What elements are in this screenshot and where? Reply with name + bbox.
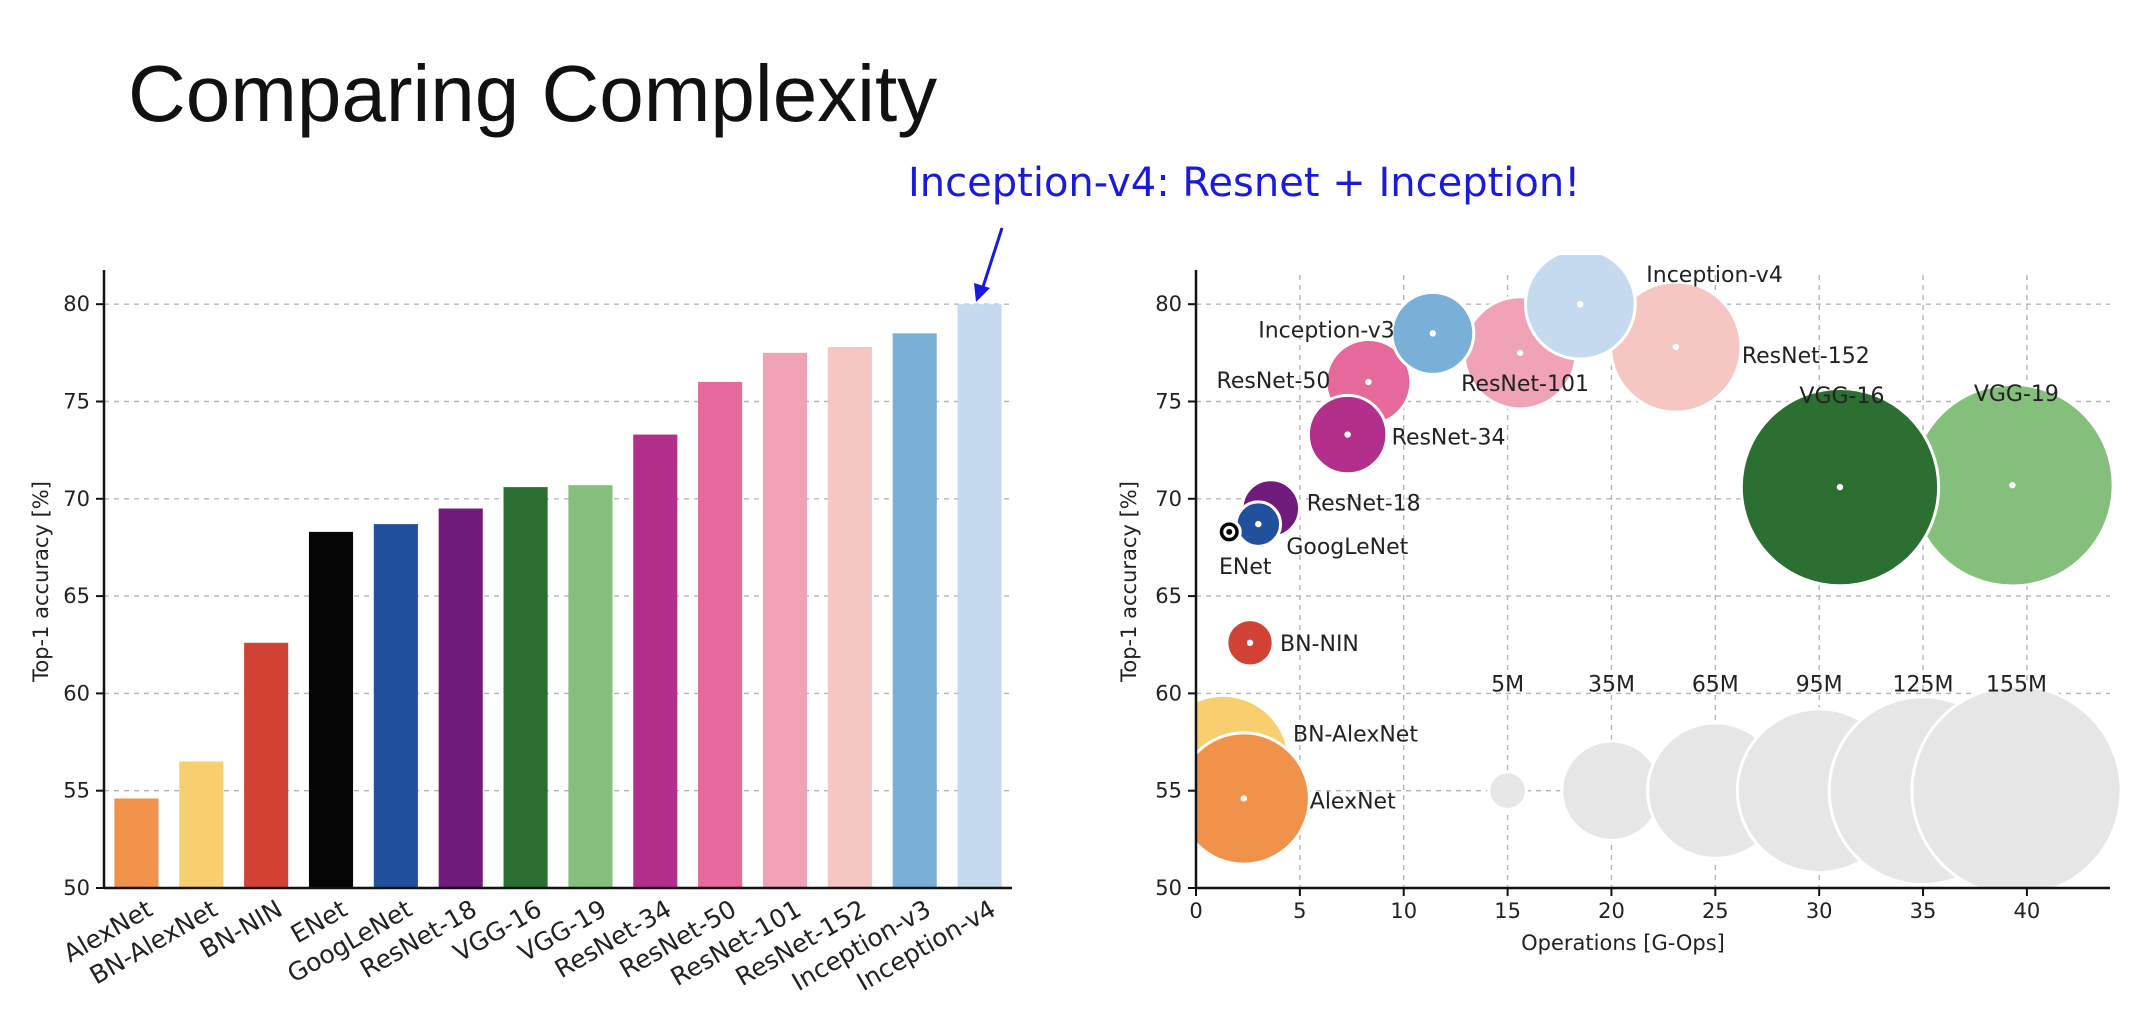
bar-vgg-19 (568, 485, 613, 888)
bubble-y-tick-label-80: 80 (1155, 292, 1182, 316)
bubble-label-inception-v4: Inception-v4 (1646, 263, 1783, 288)
bar-resnet-18 (438, 508, 483, 888)
bar-category-labels: AlexNetBN-AlexNetBN-NINENetGoogLeNetResN… (58, 894, 1000, 997)
bubble-center-inception-v3 (1429, 330, 1437, 337)
bubble-core-enet (1226, 528, 1233, 535)
bubble-x-tick-label-30: 30 (1806, 899, 1833, 923)
bar-y-tick-label-80: 80 (63, 292, 90, 316)
bubble-label-resnet-18: ResNet-18 (1307, 492, 1421, 517)
bar-chart: AlexNetBN-AlexNetBN-NINENetGoogLeNetResN… (29, 270, 1012, 997)
bar-bn-nin (244, 642, 289, 888)
bubble-label-alexnet: AlexNet (1310, 789, 1396, 814)
bar-resnet-101 (762, 352, 808, 888)
bubble-center-googlenet (1255, 520, 1262, 528)
size-legend-label-35m: 35M (1588, 672, 1635, 697)
bubble-label-bn-alexnet: BN-AlexNet (1293, 723, 1418, 748)
bubble-label-inception-v3: Inception-v3 (1258, 318, 1395, 343)
bubble-y-tick-label-60: 60 (1155, 681, 1182, 705)
bubble-center-resnet-152 (1672, 343, 1680, 351)
bars (114, 304, 1002, 888)
bubble-x-tick-label-10: 10 (1390, 899, 1417, 923)
bar-y-tick-label-55: 55 (63, 779, 90, 803)
bubble-center-resnet-34 (1344, 431, 1351, 438)
bubble-label-resnet-152: ResNet-152 (1742, 344, 1870, 369)
bubbles (1196, 255, 2115, 866)
size-legend-bubble-155m (1910, 684, 2123, 888)
size-legend-label-65m: 65M (1692, 672, 1739, 697)
bubble-x-axis-label: Operations [G-Ops] (1521, 931, 1725, 955)
bubble-y-tick-label-65: 65 (1155, 584, 1182, 608)
bubble-center-bn-nin (1246, 639, 1254, 646)
bubble-label-googlenet: GoogLeNet (1286, 535, 1408, 560)
bar-enet (308, 531, 354, 888)
bar-resnet-152 (827, 347, 872, 888)
size-legend-bubbles (1487, 684, 2123, 888)
size-legend-labels: 5M 35M 65M 95M 125M 155M (1491, 672, 2047, 697)
bubble-axes: 50 55 60 65 70 75 80 0 5 10 15 20 25 30 35 40 (1155, 270, 2110, 923)
bar-inception-v4 (957, 304, 1002, 888)
bar-y-tick-label-65: 65 (63, 584, 90, 608)
annotation-arrow-shaft (980, 227, 1004, 291)
bubble-label-resnet-101: ResNet-101 (1461, 372, 1589, 397)
bar-bn-alexnet (179, 761, 224, 888)
bubble-center-vgg-19 (2009, 481, 2016, 489)
bubble-y-tick-label-50: 50 (1155, 876, 1182, 900)
bubble-y-axis-label: Top-1 accuracy [%] (1117, 481, 1141, 683)
bar-inception-v3 (892, 333, 937, 888)
bubble-plot-area (1196, 255, 2123, 888)
bar-y-tick-label-60: 60 (63, 681, 90, 705)
bar-y-tick-label-70: 70 (63, 487, 90, 511)
bubble-x-tick-label-20: 20 (1598, 899, 1625, 923)
bubble-alexnet (1196, 731, 1311, 866)
annotation-arrow-head (974, 283, 990, 302)
bubble-label-enet: ENet (1219, 555, 1272, 580)
inception-v4-annotation: Inception-v4: Resnet + Inception! (908, 160, 1581, 206)
size-legend-bubble-5m (1487, 770, 1528, 811)
bar-alexnet (114, 798, 159, 888)
bar-y-axis-label: Top-1 accuracy [%] (29, 481, 53, 683)
bubble-x-tick-label-5: 5 (1293, 899, 1306, 923)
bar-googlenet (373, 524, 418, 888)
size-legend-label-125m: 125M (1893, 672, 1954, 697)
size-legend-label-155m: 155M (1986, 672, 2047, 697)
bubble-x-tick-label-0: 0 (1189, 899, 1202, 923)
bubble-label-resnet-34: ResNet-34 (1392, 426, 1506, 451)
bar-vgg-16 (503, 487, 548, 888)
size-legend-label-95m: 95M (1796, 672, 1843, 697)
bubble-y-tick-label-55: 55 (1155, 779, 1182, 803)
bubble-label-vgg-19: VGG-19 (1974, 382, 2059, 407)
bar-resnet-34 (633, 434, 678, 888)
bubble-x-tick-label-15: 15 (1494, 899, 1521, 923)
bubble-center-alexnet (1240, 795, 1247, 802)
bar-y-tick-label-75: 75 (63, 389, 90, 413)
slide-title: Comparing Complexity (128, 49, 938, 138)
size-legend-label-5m: 5M (1491, 672, 1524, 697)
bubble-x-tick-label-35: 35 (1910, 899, 1937, 923)
bubble-center-vgg-16 (1836, 483, 1844, 491)
bubble-name-labels: AlexNet BN-AlexNet BN-NIN ENet GoogLeNet ResN… (1217, 263, 2059, 814)
bubble-label-vgg-16: VGG-16 (1799, 384, 1884, 409)
bubble-label-bn-nin: BN-NIN (1280, 632, 1359, 657)
bubble-y-tick-label-70: 70 (1155, 487, 1182, 511)
bar-y-tick-label-50: 50 (63, 876, 90, 900)
bar-resnet-50 (698, 382, 743, 888)
bubble-x-tick-label-25: 25 (1702, 899, 1729, 923)
bubble-center-inception-v4 (1577, 300, 1584, 308)
bubble-label-resnet-50: ResNet-50 (1217, 369, 1331, 394)
bubble-x-tick-label-40: 40 (2014, 899, 2041, 923)
bubble-center-resnet-50 (1365, 378, 1372, 386)
bubble-y-tick-label-75: 75 (1155, 389, 1182, 413)
bubble-center-resnet-101 (1516, 349, 1524, 357)
bubble-chart: 5M 35M 65M 95M 125M 155M AlexNet BN-AlexNet BN-N… (1117, 255, 2123, 955)
bar-axes: 50 55 60 65 70 75 80 (63, 270, 1012, 900)
bar-grid (104, 303, 1012, 889)
